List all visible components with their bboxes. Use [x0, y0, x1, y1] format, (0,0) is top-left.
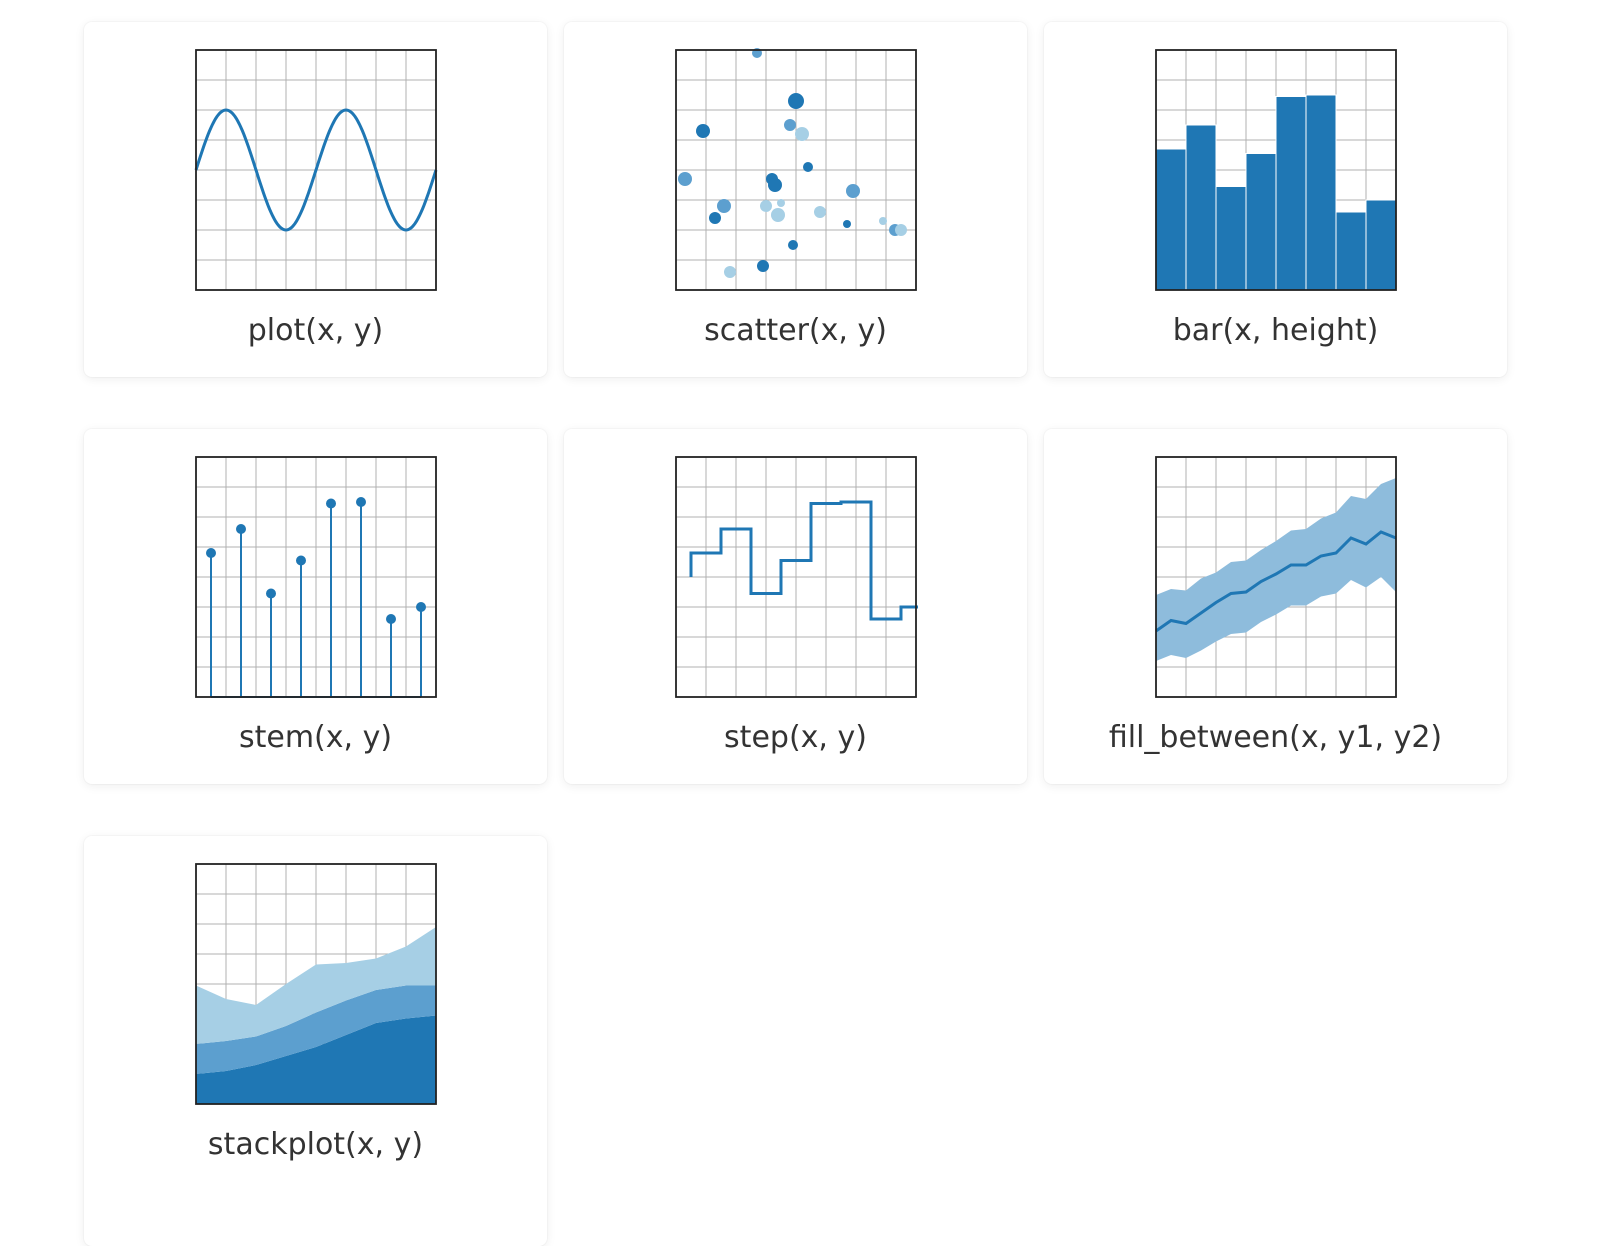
line-series — [194, 108, 438, 232]
chart-marks — [678, 48, 907, 278]
gridlines — [196, 457, 436, 697]
scatter-point — [788, 240, 798, 250]
gridlines — [676, 457, 916, 697]
stem-marker — [386, 614, 396, 624]
gallery-card-scatter[interactable]: scatter(x, y) — [564, 22, 1027, 377]
stem-marker — [416, 602, 426, 612]
stackplot-thumbnail[interactable] — [194, 862, 438, 1106]
stem-marker — [326, 498, 336, 509]
scatter-point — [879, 217, 887, 225]
stack-layer — [196, 927, 436, 1044]
scatter-point — [771, 208, 785, 222]
gallery-card-step[interactable]: step(x, y) — [564, 429, 1027, 784]
scatter-point — [757, 260, 769, 272]
stack-layer — [196, 1015, 436, 1104]
mean-line — [1155, 530, 1397, 633]
stem-marker — [236, 524, 246, 534]
stem-marker — [206, 548, 216, 558]
fill-between-thumbnail[interactable] — [1154, 455, 1398, 699]
card-label-scatter[interactable]: scatter(x, y) — [704, 313, 887, 348]
chart-marks — [196, 927, 436, 1104]
bar — [1245, 153, 1277, 291]
plot-frame — [1155, 49, 1397, 291]
card-label-plot[interactable]: plot(x, y) — [247, 313, 384, 348]
scatter-point — [814, 206, 826, 218]
scatter-point — [768, 178, 782, 192]
plot-frame — [195, 456, 437, 698]
scatter-point — [777, 199, 785, 207]
plot-frame — [675, 49, 917, 291]
stem-marker — [356, 497, 366, 507]
plot-frame — [195, 863, 437, 1105]
plot-frame — [195, 49, 437, 291]
scatter-point — [678, 172, 692, 186]
bar — [1305, 94, 1337, 291]
gallery-card-fill-between[interactable]: fill_between(x, y1, y2) — [1044, 429, 1507, 784]
gallery-card-stackplot[interactable]: stackplot(x, y) — [84, 836, 547, 1246]
scatter-point — [788, 93, 804, 109]
scatter-point — [784, 119, 796, 131]
bar-thumbnail[interactable] — [1154, 48, 1398, 292]
chart-marks — [689, 500, 918, 621]
bar — [1275, 96, 1307, 291]
card-label-stackplot[interactable]: stackplot(x, y) — [207, 1127, 424, 1162]
stack-layer — [196, 985, 436, 1074]
scatter-point — [717, 199, 731, 213]
card-label-fill-between[interactable]: fill_between(x, y1, y2) — [1108, 720, 1443, 755]
scatter-point — [895, 224, 907, 236]
gridlines — [676, 50, 916, 290]
bar — [1155, 148, 1187, 291]
scatter-point — [760, 200, 772, 212]
scatter-point — [846, 184, 860, 198]
scatter-thumbnail[interactable] — [674, 48, 918, 292]
gallery-card-plot[interactable]: plot(x, y) — [84, 22, 547, 377]
fill-band — [1156, 478, 1396, 661]
stem-thumbnail[interactable] — [194, 455, 438, 699]
scatter-point — [843, 220, 851, 228]
scatter-point — [696, 124, 710, 138]
bar — [1335, 211, 1367, 291]
gallery-card-stem[interactable]: stem(x, y) — [84, 429, 547, 784]
chart-marks — [194, 108, 438, 232]
chart-marks — [1155, 478, 1397, 661]
plot-frame — [1155, 456, 1397, 698]
stem-marker — [296, 555, 306, 566]
card-label-stem[interactable]: stem(x, y) — [238, 720, 393, 755]
card-label-step[interactable]: step(x, y) — [724, 720, 867, 755]
card-label-bar[interactable]: bar(x, height) — [1172, 313, 1379, 348]
bar — [1365, 199, 1397, 291]
stem-marker — [266, 588, 276, 599]
gallery-card-bar[interactable]: bar(x, height) — [1044, 22, 1507, 377]
bar — [1185, 124, 1217, 291]
scatter-point — [803, 162, 813, 172]
scatter-point — [724, 266, 736, 278]
plot-frame — [675, 456, 917, 698]
step-thumbnail[interactable] — [674, 455, 918, 699]
bar — [1215, 186, 1247, 291]
scatter-point — [709, 212, 721, 224]
scatter-point — [795, 127, 809, 141]
plot-thumbnail[interactable] — [194, 48, 438, 292]
step-series — [689, 500, 918, 621]
